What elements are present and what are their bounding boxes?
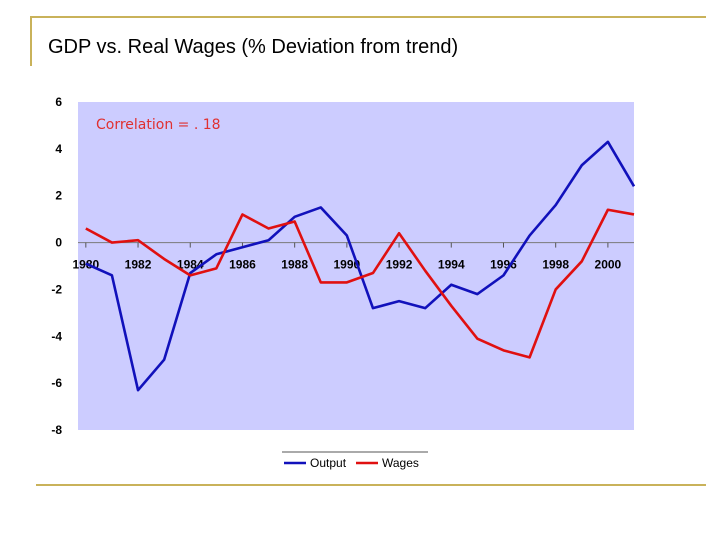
y-tick-label: -4 bbox=[51, 329, 62, 343]
y-tick-label: 4 bbox=[55, 142, 62, 156]
y-tick-label: 2 bbox=[55, 189, 62, 203]
legend-label-wages: Wages bbox=[382, 456, 419, 470]
series-line-output bbox=[85, 140, 636, 392]
x-axis: 1980 1982 1984 1986 1988 1990 1992 1994 1996 1998… bbox=[72, 242, 634, 272]
x-tick-label: 2000 bbox=[595, 258, 622, 272]
x-tick-label: 1986 bbox=[229, 258, 256, 272]
x-tick-label: 1992 bbox=[386, 258, 413, 272]
x-tick-label: 1990 bbox=[334, 258, 361, 272]
x-tick-label: 1998 bbox=[542, 258, 569, 272]
y-tick-label: -6 bbox=[51, 376, 62, 390]
correlation-annotation: Correlation = . 18 bbox=[96, 117, 221, 133]
legend: Output Wages bbox=[282, 451, 428, 470]
left-rule bbox=[30, 16, 32, 66]
plot-area bbox=[78, 102, 634, 430]
y-tick-label: -2 bbox=[51, 282, 62, 296]
legend-label-output: Output bbox=[310, 456, 347, 470]
bottom-rule bbox=[36, 484, 706, 486]
y-tick-label: -8 bbox=[51, 423, 62, 437]
series-line-wages bbox=[85, 208, 635, 359]
x-tick-label: 1982 bbox=[125, 258, 152, 272]
y-tick-label: 6 bbox=[55, 95, 62, 109]
x-tick-label: 1996 bbox=[490, 258, 517, 272]
top-rule bbox=[30, 16, 706, 18]
x-tick-label: 1994 bbox=[438, 258, 465, 272]
slide-title: GDP vs. Real Wages (% Deviation from tre… bbox=[48, 36, 459, 58]
y-axis-ticks: 6 4 2 0 -2 -4 -6 -8 bbox=[51, 95, 62, 437]
y-tick-label: 0 bbox=[55, 236, 62, 250]
series-group bbox=[85, 140, 636, 392]
x-tick-label: 1988 bbox=[281, 258, 308, 272]
